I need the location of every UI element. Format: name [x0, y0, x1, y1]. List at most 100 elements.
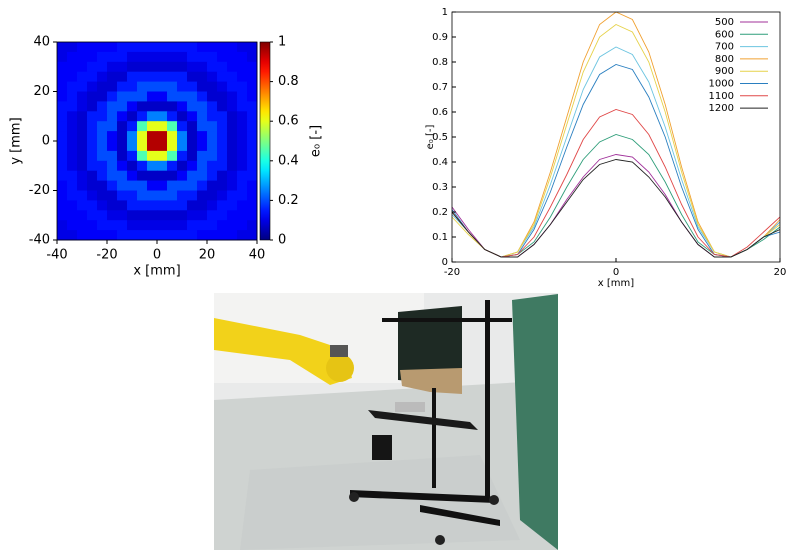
heatmap-cell [177, 91, 188, 102]
heatmap-cell [147, 91, 158, 102]
heatmap-cell [87, 200, 98, 211]
heatmap-panel: -40 -20 0 20 40 -40 -20 0 20 40 x [mm] y [mm] 0 0.2 0.… [9, 35, 324, 279]
heatmap-cell [227, 220, 238, 231]
heatmap-cell [227, 42, 238, 53]
heatmap-cell [77, 230, 88, 241]
legend-label: 500 [715, 17, 734, 28]
heatmap-cell [77, 81, 88, 92]
heatmap-cell [117, 101, 128, 112]
heatmap-cell [107, 180, 118, 191]
heatmap-cell [147, 71, 158, 82]
heatmap-cell [57, 230, 68, 241]
heatmap-cell [137, 141, 148, 152]
photo-robot-joint [326, 354, 354, 382]
heatmap-cell [187, 61, 198, 73]
y-tick-label: 40 [33, 35, 50, 50]
heatmap-cell [247, 111, 258, 122]
heatmap-cell [227, 200, 238, 211]
heatmap-cell [247, 101, 258, 112]
heatmap-cell [67, 230, 78, 241]
heatmap-cell [147, 61, 158, 73]
heatmap-cell [177, 131, 188, 142]
series-line [452, 134, 780, 258]
heatmap-cell [187, 141, 198, 152]
y-tick-label: 0.6 [432, 107, 448, 118]
heatmap-cell [67, 170, 78, 181]
heatmap-cell [207, 170, 218, 181]
heatmap-cell [67, 141, 78, 152]
heatmap-cell [217, 131, 228, 142]
heatmap-cell [217, 180, 228, 191]
heatmap-cell [167, 210, 178, 221]
heatmap-cell [137, 190, 148, 201]
heatmap-cell [87, 190, 98, 201]
heatmap-cell [107, 111, 118, 122]
heatmap-cell [137, 230, 148, 241]
heatmap-cell [127, 91, 138, 102]
heatmap-cell [247, 220, 258, 231]
heatmap-cell [247, 141, 258, 152]
heatmap-cell [227, 81, 238, 92]
heatmap-cell [107, 121, 118, 132]
photo-wheel [349, 492, 359, 502]
heatmap-cell [107, 101, 118, 112]
heatmap-cell [247, 150, 258, 162]
heatmap-cell [67, 220, 78, 231]
heatmap-cell [97, 180, 108, 191]
heatmap-cell [167, 200, 178, 211]
heatmap-cell [57, 180, 68, 191]
heatmap-cell [107, 71, 118, 82]
photo-device [395, 402, 425, 412]
heatmap-cell [247, 42, 258, 53]
heatmap-cell [157, 131, 168, 142]
legend-label: 600 [715, 29, 734, 40]
heatmap-cell [67, 71, 78, 82]
heatmap-cell [227, 230, 238, 241]
heatmap-cell [167, 131, 178, 142]
heatmap-cell [247, 81, 258, 92]
heatmap-cell [217, 91, 228, 102]
heatmap-cell [237, 160, 248, 172]
heatmap-cell [247, 51, 258, 63]
heatmap-cell [127, 200, 138, 211]
heatmap-cell [117, 220, 128, 231]
heatmap-cell [237, 150, 248, 162]
heatmap-cell [247, 91, 258, 102]
heatmap-cell [127, 42, 138, 53]
heatmap-cell [107, 220, 118, 231]
photo-board [512, 294, 558, 550]
heatmap-cell [97, 42, 108, 53]
heatmap-cell [227, 131, 238, 142]
heatmap-cell [197, 121, 208, 132]
heatmap-cell [217, 121, 228, 132]
heatmap-cell [217, 101, 228, 112]
heatmap-cell [77, 180, 88, 191]
photo-stand-post [432, 388, 436, 488]
heatmap-cell [207, 210, 218, 221]
heatmap-cell [87, 210, 98, 221]
heatmap-cell [157, 121, 168, 132]
heatmap-cell [217, 230, 228, 241]
heatmap-cell [217, 170, 228, 181]
heatmap-cell [227, 91, 238, 102]
heatmap-cell [197, 190, 208, 201]
heatmap-cell [147, 51, 158, 63]
heatmap-cell [177, 180, 188, 191]
heatmap-cell [107, 61, 118, 73]
legend-label: 1200 [709, 103, 734, 114]
heatmap-cell [217, 150, 228, 162]
heatmap-cell [197, 141, 208, 152]
heatmap-cell [117, 170, 128, 181]
heatmap-cell [237, 190, 248, 201]
heatmap-cell [127, 210, 138, 221]
heatmap-cell [187, 190, 198, 201]
heatmap-cell [57, 61, 68, 73]
heatmap-cell [157, 200, 168, 211]
heatmap-cell [177, 230, 188, 241]
heatmap-cell [207, 141, 218, 152]
heatmap-cell [127, 170, 138, 181]
heatmap-cell [57, 121, 68, 132]
heatmap-cell [247, 160, 258, 172]
heatmap-cell [57, 51, 68, 63]
heatmap-cell [167, 150, 178, 162]
